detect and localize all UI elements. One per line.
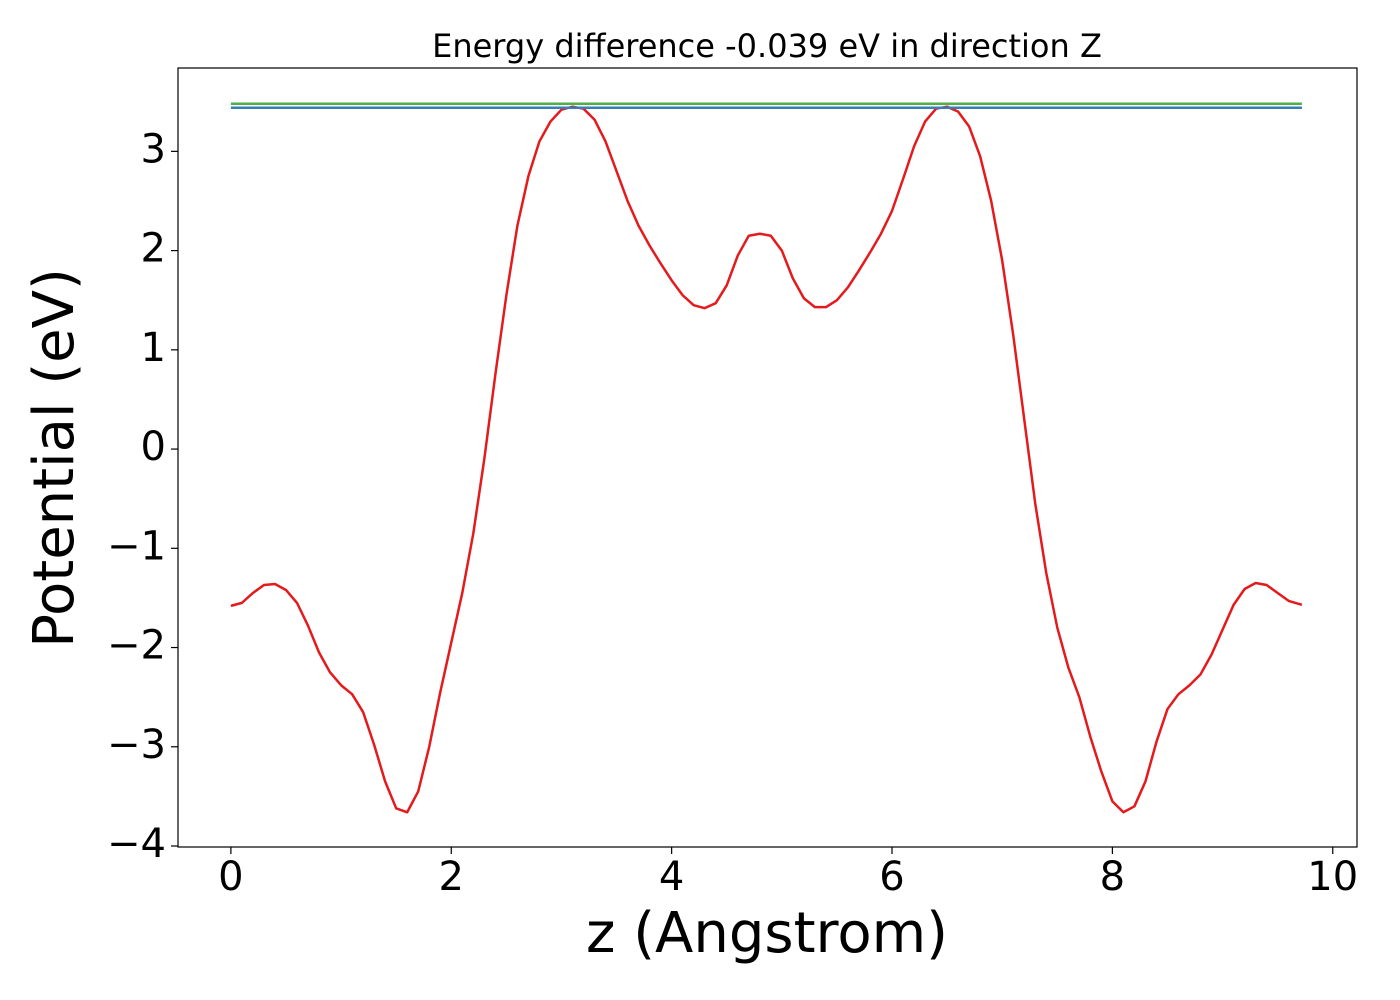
y-tick-label: −4 — [107, 821, 166, 867]
x-axis-label: z (Angstrom) — [586, 901, 948, 966]
y-tick-label: −2 — [107, 623, 166, 669]
chart-title: Energy difference -0.039 eV in direction… — [432, 27, 1102, 65]
x-tick-label: 10 — [1307, 854, 1358, 900]
y-tick-label: 2 — [141, 226, 166, 272]
line-series — [230, 105, 1303, 814]
x-tick-label: 2 — [439, 854, 464, 900]
y-axis-label: Potential (eV) — [22, 268, 87, 648]
y-tick-label: 0 — [141, 424, 166, 470]
y-tick-label: 1 — [141, 325, 166, 371]
x-tick-label: 4 — [659, 854, 684, 900]
x-tick-label: 0 — [218, 854, 243, 900]
y-tick-label: −1 — [107, 523, 166, 569]
y-tick-label: −3 — [107, 722, 166, 768]
y-tick-label: 3 — [141, 126, 166, 172]
plot-frame — [177, 67, 1358, 848]
x-tick-label: 8 — [1100, 854, 1125, 900]
x-tick-label: 6 — [879, 854, 904, 900]
